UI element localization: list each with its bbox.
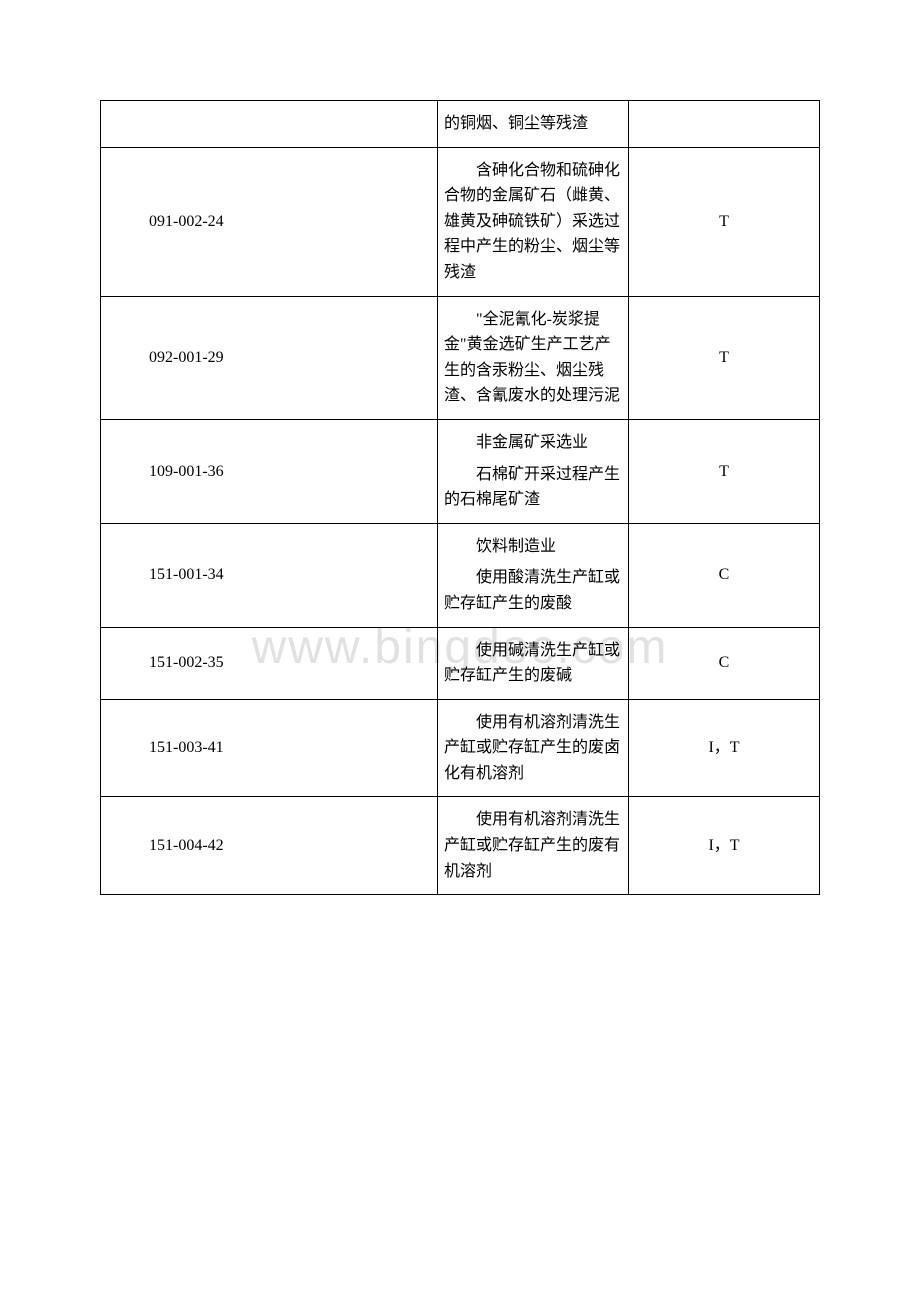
code-cell: 109-001-36	[101, 419, 438, 523]
table-row: 151-003-41使用有机溶剂清洗生产缸或贮存缸产生的废卤化有机溶剂I，T	[101, 699, 820, 797]
description-text: 饮料制造业	[444, 534, 622, 560]
table-row: 151-001-34饮料制造业使用酸清洗生产缸或贮存缸产生的废酸C	[101, 523, 820, 627]
hazard-cell: I，T	[629, 797, 820, 895]
code-cell: 092-001-29	[101, 296, 438, 419]
table-body: 的铜烟、铜尘等残渣091-002-24含砷化合物和硫砷化合物的金属矿石（雌黄、雄…	[101, 101, 820, 895]
hazard-cell: T	[629, 419, 820, 523]
table-row: 091-002-24含砷化合物和硫砷化合物的金属矿石（雌黄、雄黄及砷硫铁矿）采选…	[101, 147, 820, 296]
description-text: 使用酸清洗生产缸或贮存缸产生的废酸	[444, 565, 622, 616]
hazard-cell: I，T	[629, 699, 820, 797]
code-cell: 151-004-42	[101, 797, 438, 895]
description-text: 非金属矿采选业	[444, 430, 622, 456]
code-cell: 091-002-24	[101, 147, 438, 296]
description-cell: 含砷化合物和硫砷化合物的金属矿石（雌黄、雄黄及砷硫铁矿）采选过程中产生的粉尘、烟…	[438, 147, 629, 296]
description-cell: "全泥氰化-炭浆提金"黄金选矿生产工艺产生的含汞粉尘、烟尘残渣、含氰废水的处理污…	[438, 296, 629, 419]
code-cell: 151-002-35	[101, 627, 438, 699]
description-text: 使用有机溶剂清洗生产缸或贮存缸产生的废卤化有机溶剂	[444, 710, 622, 787]
code-cell: 151-003-41	[101, 699, 438, 797]
description-text: 石棉矿开采过程产生的石棉尾矿渣	[444, 462, 622, 513]
table-row: 151-004-42使用有机溶剂清洗生产缸或贮存缸产生的废有机溶剂I，T	[101, 797, 820, 895]
table-row: 109-001-36非金属矿采选业石棉矿开采过程产生的石棉尾矿渣T	[101, 419, 820, 523]
description-cell: 饮料制造业使用酸清洗生产缸或贮存缸产生的废酸	[438, 523, 629, 627]
description-text: 含砷化合物和硫砷化合物的金属矿石（雌黄、雄黄及砷硫铁矿）采选过程中产生的粉尘、烟…	[444, 158, 622, 286]
hazard-cell: C	[629, 627, 820, 699]
code-cell: 151-001-34	[101, 523, 438, 627]
hazard-cell	[629, 101, 820, 148]
description-cell: 使用碱清洗生产缸或贮存缸产生的废碱	[438, 627, 629, 699]
code-cell	[101, 101, 438, 148]
table-row: 的铜烟、铜尘等残渣	[101, 101, 820, 148]
table-row: 151-002-35使用碱清洗生产缸或贮存缸产生的废碱C	[101, 627, 820, 699]
hazard-cell: T	[629, 147, 820, 296]
description-cell: 非金属矿采选业石棉矿开采过程产生的石棉尾矿渣	[438, 419, 629, 523]
description-text: "全泥氰化-炭浆提金"黄金选矿生产工艺产生的含汞粉尘、烟尘残渣、含氰废水的处理污…	[444, 307, 622, 409]
hazard-cell: C	[629, 523, 820, 627]
description-cell: 的铜烟、铜尘等残渣	[438, 101, 629, 148]
hazard-waste-table: 的铜烟、铜尘等残渣091-002-24含砷化合物和硫砷化合物的金属矿石（雌黄、雄…	[100, 100, 820, 895]
description-cell: 使用有机溶剂清洗生产缸或贮存缸产生的废卤化有机溶剂	[438, 699, 629, 797]
description-text: 使用有机溶剂清洗生产缸或贮存缸产生的废有机溶剂	[444, 807, 622, 884]
description-text: 使用碱清洗生产缸或贮存缸产生的废碱	[444, 638, 622, 689]
description-cell: 使用有机溶剂清洗生产缸或贮存缸产生的废有机溶剂	[438, 797, 629, 895]
hazard-cell: T	[629, 296, 820, 419]
table-row: 092-001-29"全泥氰化-炭浆提金"黄金选矿生产工艺产生的含汞粉尘、烟尘残…	[101, 296, 820, 419]
description-text: 的铜烟、铜尘等残渣	[444, 111, 622, 137]
